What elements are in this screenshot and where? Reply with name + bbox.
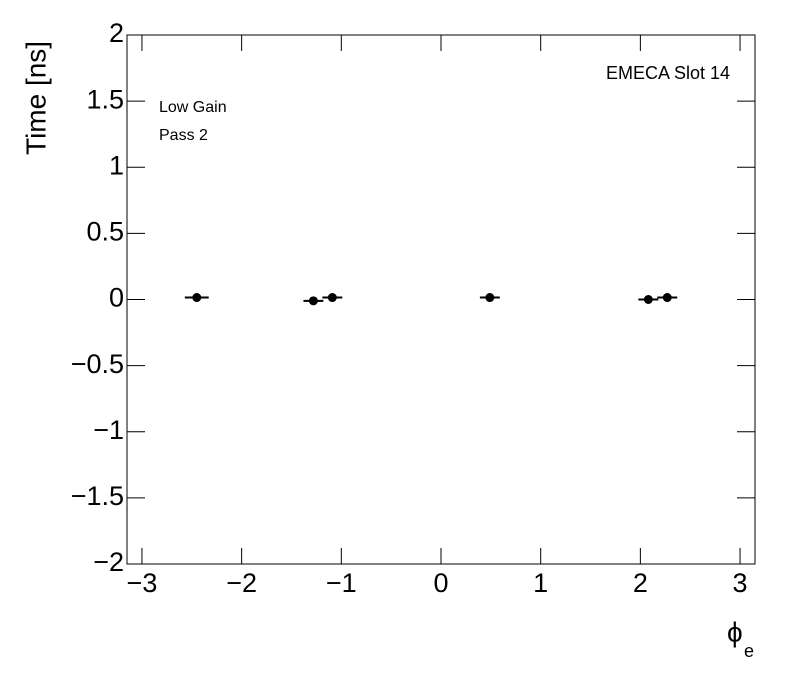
point xyxy=(308,296,318,306)
y-tick-label: −2 xyxy=(93,547,124,577)
y-tick-label: −0.5 xyxy=(71,349,124,379)
y-tick-label: 0.5 xyxy=(86,217,124,247)
y-tick-label: 1.5 xyxy=(86,84,124,114)
x-tick-label: −2 xyxy=(226,568,257,598)
point xyxy=(192,293,202,303)
x-axis-subscript: e xyxy=(744,641,754,661)
y-tick-label: 0 xyxy=(109,283,124,313)
y-axis-title: Time [ns] xyxy=(20,41,51,155)
point xyxy=(643,295,653,304)
x-tick-label: −3 xyxy=(127,568,158,598)
y-tick-label: −1 xyxy=(93,415,124,445)
x-tick-label: 3 xyxy=(733,568,748,598)
annotation: Low Gain xyxy=(159,99,227,116)
point xyxy=(485,293,495,303)
x-tick-label: −1 xyxy=(326,568,357,598)
annotation: EMECA Slot 14 xyxy=(606,63,730,83)
y-tick-label: 2 xyxy=(109,18,124,48)
x-tick-label: 0 xyxy=(433,568,448,598)
point xyxy=(662,293,672,303)
x-axis-title: ϕ xyxy=(727,616,743,647)
x-tick-label: 2 xyxy=(633,568,648,598)
y-tick-label: −1.5 xyxy=(71,481,124,511)
annotation: Pass 2 xyxy=(159,127,208,144)
point xyxy=(327,293,337,303)
x-tick-label: 1 xyxy=(533,568,548,598)
y-tick-label: 1 xyxy=(109,150,124,180)
